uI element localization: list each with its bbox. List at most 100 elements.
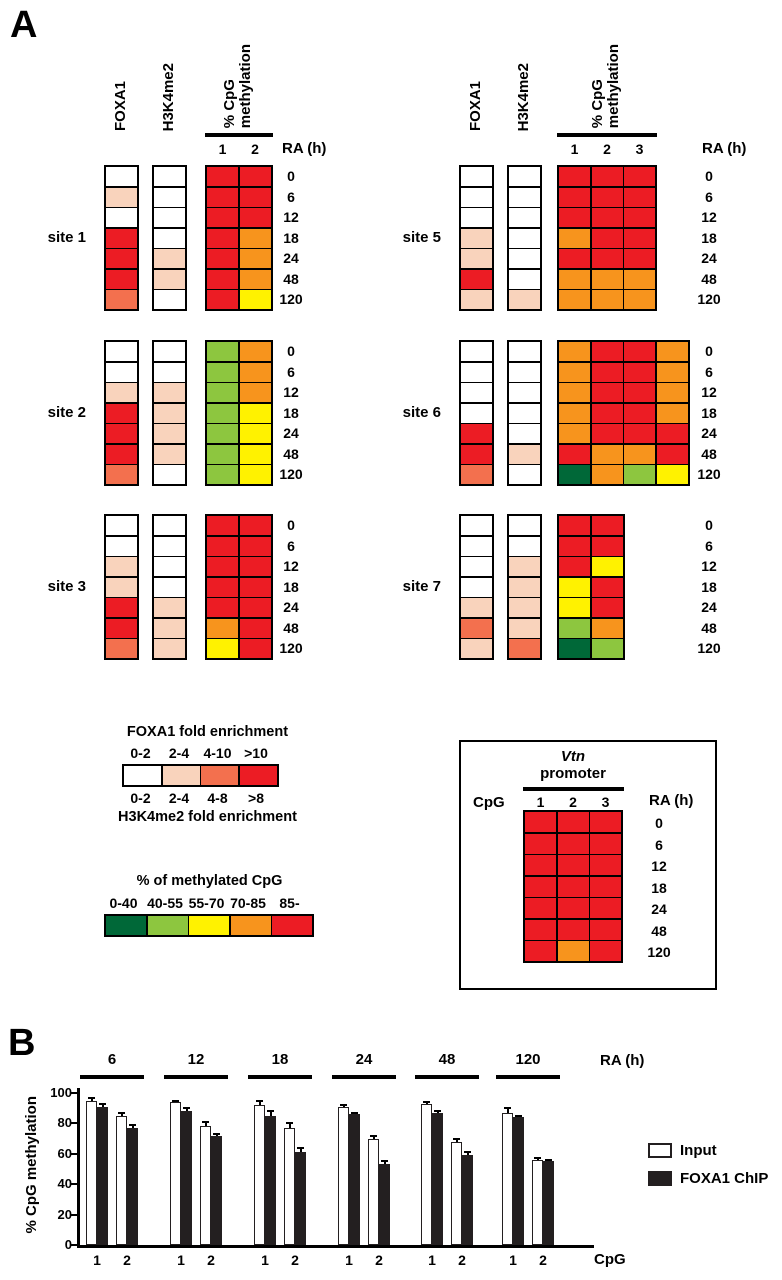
- heatmap-cell: [559, 167, 590, 186]
- heatmap-cell: [207, 557, 238, 576]
- cpg-number: 1: [428, 1252, 436, 1268]
- heatmap-cell: [559, 187, 590, 207]
- heatmap-cell: [106, 362, 137, 382]
- y-axis-line: [77, 1088, 80, 1248]
- heatmap-cell: [461, 639, 492, 658]
- ra-time-label: 12: [701, 384, 717, 400]
- heatmap-cell: [207, 167, 238, 186]
- heatmap-cell: [207, 424, 238, 443]
- heatmap-cell: [154, 557, 185, 576]
- cpg-number: 1: [177, 1252, 185, 1268]
- heatmap-cell: [509, 516, 540, 535]
- heatmap-cell: [559, 557, 590, 576]
- heatmap-cell: [239, 228, 271, 248]
- heatmap-cell: [557, 855, 589, 875]
- input-bar: [368, 1138, 379, 1245]
- input-bar: [421, 1103, 432, 1245]
- error-bar-cap: [434, 1110, 441, 1113]
- ra-time-label: 48: [283, 445, 299, 462]
- heatmap-cell: [207, 598, 238, 617]
- methylation-grid: [557, 165, 657, 311]
- heatmap-cell: [509, 424, 540, 443]
- ra-group-overline: [164, 1075, 228, 1079]
- error-bar-cap: [118, 1111, 125, 1114]
- heatmap-cell: [559, 618, 590, 638]
- ra-time-label: 0: [287, 343, 295, 359]
- foxa1-legend-range: 2-4: [168, 745, 190, 761]
- methylation-overline: [557, 133, 657, 137]
- heatmap-cell: [525, 919, 556, 940]
- methylation-grid: [557, 340, 690, 486]
- heatmap-cell: [207, 249, 238, 268]
- heatmap-cell: [239, 187, 271, 207]
- error-bar-whisker: [91, 1097, 93, 1101]
- input-bar: [338, 1106, 349, 1245]
- heatmap-cell: [557, 898, 589, 918]
- heatmap-cell: [207, 342, 238, 361]
- error-bar-cap: [370, 1134, 377, 1137]
- heatmap-cell: [154, 362, 185, 382]
- ra-group-overline: [80, 1075, 144, 1079]
- error-bar-whisker: [270, 1111, 272, 1116]
- ra-group-overline: [248, 1075, 312, 1079]
- heatmap-cell: [559, 249, 590, 268]
- h3k4me2-strip: [507, 514, 542, 660]
- heatmap-cell: [624, 403, 655, 423]
- heatmap-cell: [239, 342, 271, 361]
- heatmap-cell: [461, 187, 492, 207]
- methylation-legend-title: % of methylated CpG: [136, 873, 283, 889]
- input-bar: [116, 1115, 127, 1245]
- heatmap-cell: [590, 919, 621, 940]
- error-bar-whisker: [121, 1112, 123, 1116]
- ra-time-label: 24: [283, 425, 299, 441]
- panel-b-ra-label: RA (h): [600, 1052, 645, 1069]
- heatmap-cell: [207, 228, 238, 248]
- heatmap-cell: [509, 383, 540, 402]
- heatmap-cell: [509, 362, 540, 382]
- heatmap-cell: [106, 228, 137, 248]
- heatmap-cell: [590, 898, 621, 918]
- h3k4me2-strip: [507, 165, 542, 311]
- vtn-time-label: 24: [651, 901, 667, 917]
- foxa1-chip-bar: [432, 1112, 443, 1245]
- ra-axis-label: RA (h): [702, 140, 747, 157]
- heatmap-cell: [461, 249, 492, 268]
- ra-time-label: 48: [283, 619, 299, 636]
- error-bar-whisker: [102, 1103, 104, 1107]
- ra-group-value: 24: [355, 1051, 373, 1068]
- heatmap-cell: [590, 833, 621, 854]
- heatmap-cell: [106, 465, 137, 484]
- heatmap-cell: [559, 208, 590, 227]
- ra-time-label: 120: [279, 640, 303, 656]
- ra-time-label: 6: [705, 537, 713, 554]
- h3k4me2-column-label: H3K4me2: [515, 62, 532, 131]
- ra-time-label: 0: [287, 517, 295, 533]
- heatmap-cell: [461, 516, 492, 535]
- heatmap-cell: [207, 290, 238, 309]
- cpg-number: 2: [207, 1252, 215, 1268]
- legend-swatch: [162, 766, 200, 785]
- vtn-promoter-label: promoter: [540, 765, 606, 782]
- foxa1-chip-legend-swatch: [648, 1171, 672, 1186]
- ra-time-label: 6: [287, 188, 295, 205]
- heatmap-cell: [207, 444, 238, 464]
- heatmap-cell: [207, 362, 238, 382]
- heatmap-cell: [509, 228, 540, 248]
- methylation-legend-swatches: [104, 914, 314, 937]
- foxa1-chip-bar: [462, 1155, 473, 1245]
- heatmap-cell: [509, 269, 540, 289]
- heatmap-cell: [591, 187, 623, 207]
- foxa1-chip-bar: [97, 1106, 108, 1245]
- h3k4me2-column-label: H3K4me2: [160, 62, 177, 131]
- vtn-gene-label: Vtn: [560, 748, 586, 765]
- foxa1-chip-bar: [349, 1114, 360, 1245]
- heatmap-cell: [656, 383, 688, 402]
- heatmap-cell: [461, 598, 492, 617]
- cpg-number: 1: [345, 1252, 353, 1268]
- panel-a-label: A: [10, 4, 38, 46]
- input-bar: [502, 1112, 513, 1245]
- heatmap-cell: [525, 855, 556, 875]
- heatmap-cell: [461, 228, 492, 248]
- ra-group-value: 6: [107, 1051, 117, 1068]
- heatmap-cell: [525, 898, 556, 918]
